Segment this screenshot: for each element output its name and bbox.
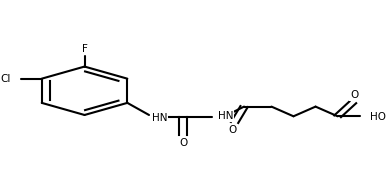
Text: HN: HN [218,111,233,121]
Text: O: O [350,90,358,100]
Text: HO: HO [370,112,386,122]
Text: O: O [179,138,187,148]
Text: F: F [82,44,87,54]
Text: Cl: Cl [0,74,11,84]
Text: HN: HN [152,113,167,123]
Text: O: O [229,125,237,135]
